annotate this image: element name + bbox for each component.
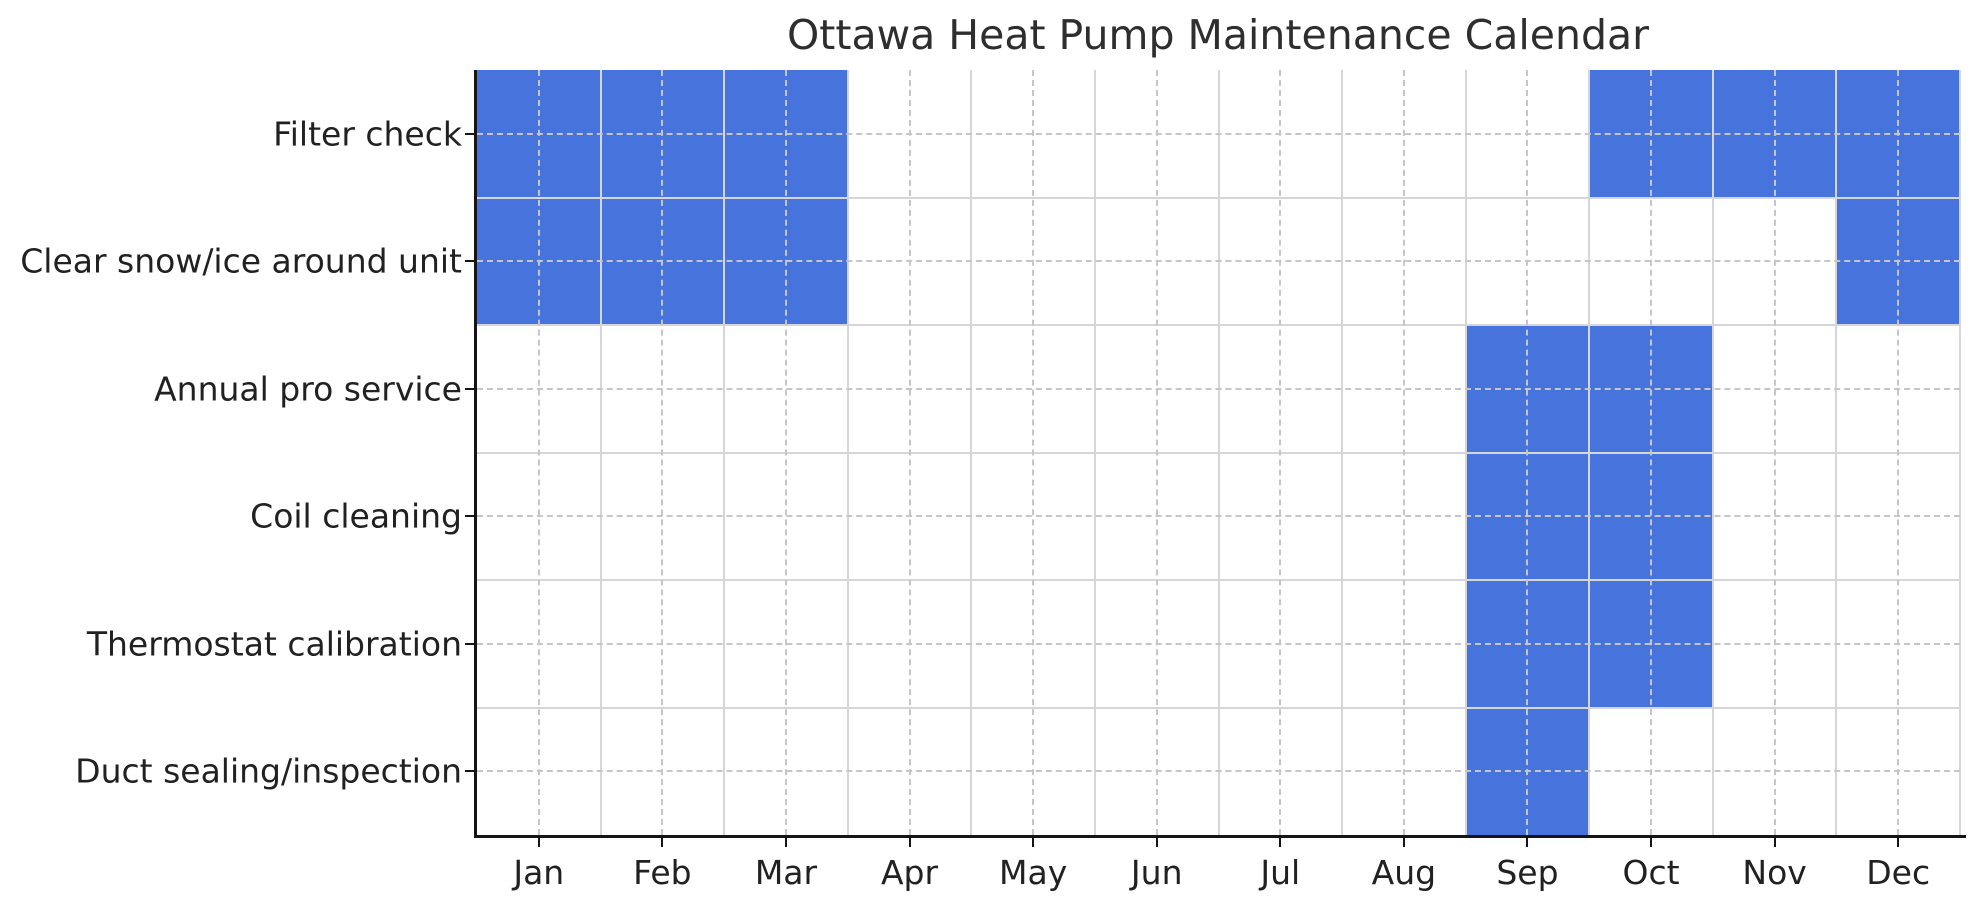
y-tick-label-clear-snow-ice-around-unit: Clear snow/ice around unit [20,241,462,281]
y-tick-mark [465,260,474,263]
x-tick-mark [1773,838,1776,847]
x-tick-label-feb: Feb [633,853,692,892]
y-tick-mark [465,642,474,645]
gridline-solid-horizontal [477,579,1960,581]
gridline-dashed-horizontal [477,387,1960,390]
gridline-dashed-vertical [1155,70,1158,835]
x-tick-label-nov: Nov [1742,853,1807,892]
gridline-dashed-vertical [537,70,540,835]
plot-area: Jan Feb Mar Apr May Jun Jul Aug Sep Oct Nov Dec Filt… [20,70,1966,892]
chart-title: Ottawa Heat Pump Maintenance Calendar [787,11,1649,59]
gridline-dashed-vertical [1526,70,1529,835]
y-tick-label-annual-pro-service: Annual pro service [154,369,462,409]
y-tick-mark [465,515,474,518]
x-tick-mark [1897,838,1900,847]
x-tick-label-jan: Jan [513,853,565,892]
gridline-solid-horizontal [477,196,1960,199]
gridline-solid-vertical [1959,70,1961,835]
y-tick-label-coil-cleaning: Coil cleaning [250,496,462,536]
x-tick-label-sep: Sep [1496,853,1559,892]
y-tick-label-duct-sealing-inspection: Duct sealing/inspection [75,751,462,791]
gridline-dashed-vertical [1279,70,1282,835]
gridline-dashed-horizontal [477,642,1960,645]
x-tick-mark [1402,838,1405,847]
gridline-solid-horizontal [477,324,1960,326]
gridline-dashed-horizontal [477,770,1960,773]
x-tick-label-mar: Mar [754,853,818,892]
x-tick-mark [908,838,911,847]
x-tick-mark [1526,838,1529,847]
gridline-dashed-vertical [1402,70,1405,835]
gridline-dashed-vertical [784,70,787,835]
x-tick-mark [537,838,540,847]
gridline-solid-horizontal [477,451,1960,454]
gridline-dashed-vertical [1032,70,1035,835]
gridline-solid-horizontal [477,706,1960,709]
x-tick-label-may: May [999,853,1068,892]
x-tick-label-dec: Dec [1866,853,1931,892]
gridline-dashed-vertical [908,70,911,835]
x-tick-mark [784,838,787,847]
y-axis-spine [474,70,477,838]
x-tick-mark [1279,838,1282,847]
y-tick-label-filter-check: Filter check [273,114,462,154]
x-tick-mark [1155,838,1158,847]
y-tick-mark [465,132,474,135]
gridline-dashed-vertical [1773,70,1776,835]
x-tick-label-oct: Oct [1622,853,1680,892]
x-tick-label-jun: Jun [1130,853,1183,892]
y-tick-mark [465,387,474,390]
x-axis-spine [474,835,1966,838]
x-tick-label-apr: Apr [880,853,939,892]
y-tick-label-thermostat-calibration: Thermostat calibration [86,624,462,664]
gridline-dashed-vertical [661,70,664,835]
x-tick-mark [661,838,664,847]
x-tick-mark [1032,838,1035,847]
y-tick-mark [465,770,474,773]
gridline-dashed-horizontal [477,132,1960,135]
gridline-dashed-horizontal [477,260,1960,263]
x-tick-label-aug: Aug [1371,853,1437,892]
x-tick-mark [1650,838,1653,847]
gridline-dashed-vertical [1897,70,1900,835]
gridline-dashed-vertical [1650,70,1653,835]
x-tick-label-jul: Jul [1260,853,1301,892]
gridline-dashed-horizontal [477,515,1960,518]
